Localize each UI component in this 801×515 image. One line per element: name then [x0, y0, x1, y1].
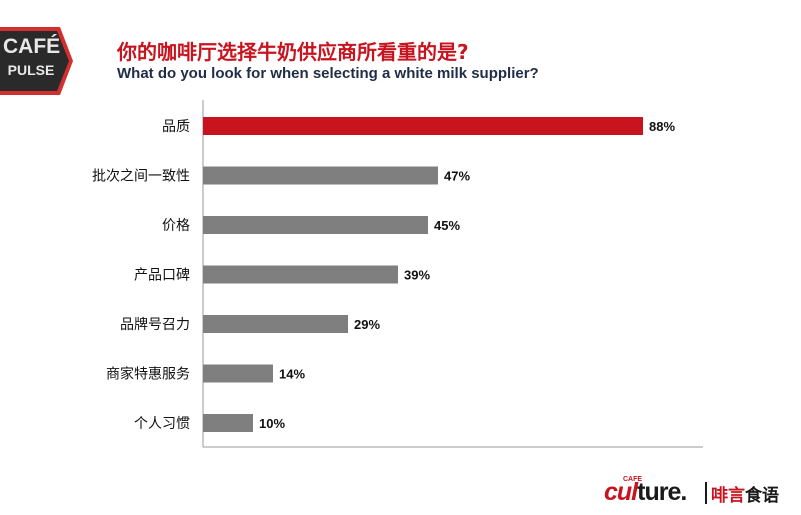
cafe-pulse-logo: CAFÉ PULSE	[0, 27, 74, 95]
category-label-7: 个人习惯	[134, 415, 190, 432]
category-label-5: 品牌号召力	[120, 316, 190, 333]
category-label-2: 批次之间一致性	[92, 169, 190, 185]
bar-1	[203, 117, 643, 135]
bar-4	[203, 265, 398, 284]
value-label-2: 47%	[444, 169, 470, 184]
brand-divider	[705, 482, 707, 504]
bar-2	[203, 166, 438, 185]
logo-line2: PULSE	[7, 62, 55, 78]
category-label-3: 价格	[162, 218, 190, 234]
value-label-7: 10%	[259, 416, 285, 431]
bar-6	[203, 364, 273, 383]
brand-culture-dark: ture.	[637, 478, 687, 506]
brand-culture-red: cul	[604, 478, 638, 506]
brand-cn-red: 啡言	[711, 486, 745, 506]
brand-cafe-label: CAFE	[623, 476, 643, 483]
category-label-6: 商家特惠服务	[106, 366, 190, 383]
bar-5	[203, 315, 348, 333]
value-label-4: 39%	[404, 268, 430, 283]
value-label-1: 88%	[649, 119, 675, 134]
category-label-4: 产品口碑	[134, 268, 190, 284]
value-label-6: 14%	[279, 367, 305, 382]
brand-culture-wordmark: culture.	[604, 478, 687, 507]
chart-title-zh: 你的咖啡厅选择牛奶供应商所看重的是?	[117, 40, 469, 64]
category-label-1: 品质	[162, 119, 190, 135]
logo-line1: CAFÉ	[3, 35, 61, 58]
brand-chinese-name: 啡言食语	[711, 481, 779, 506]
value-label-3: 45%	[434, 218, 460, 233]
bar-3	[203, 216, 428, 234]
chart-title-en: What do you look for when selecting a wh…	[117, 65, 539, 82]
bar-7	[203, 414, 253, 432]
brand-cn-dark: 食语	[745, 486, 779, 506]
value-label-5: 29%	[354, 317, 380, 332]
